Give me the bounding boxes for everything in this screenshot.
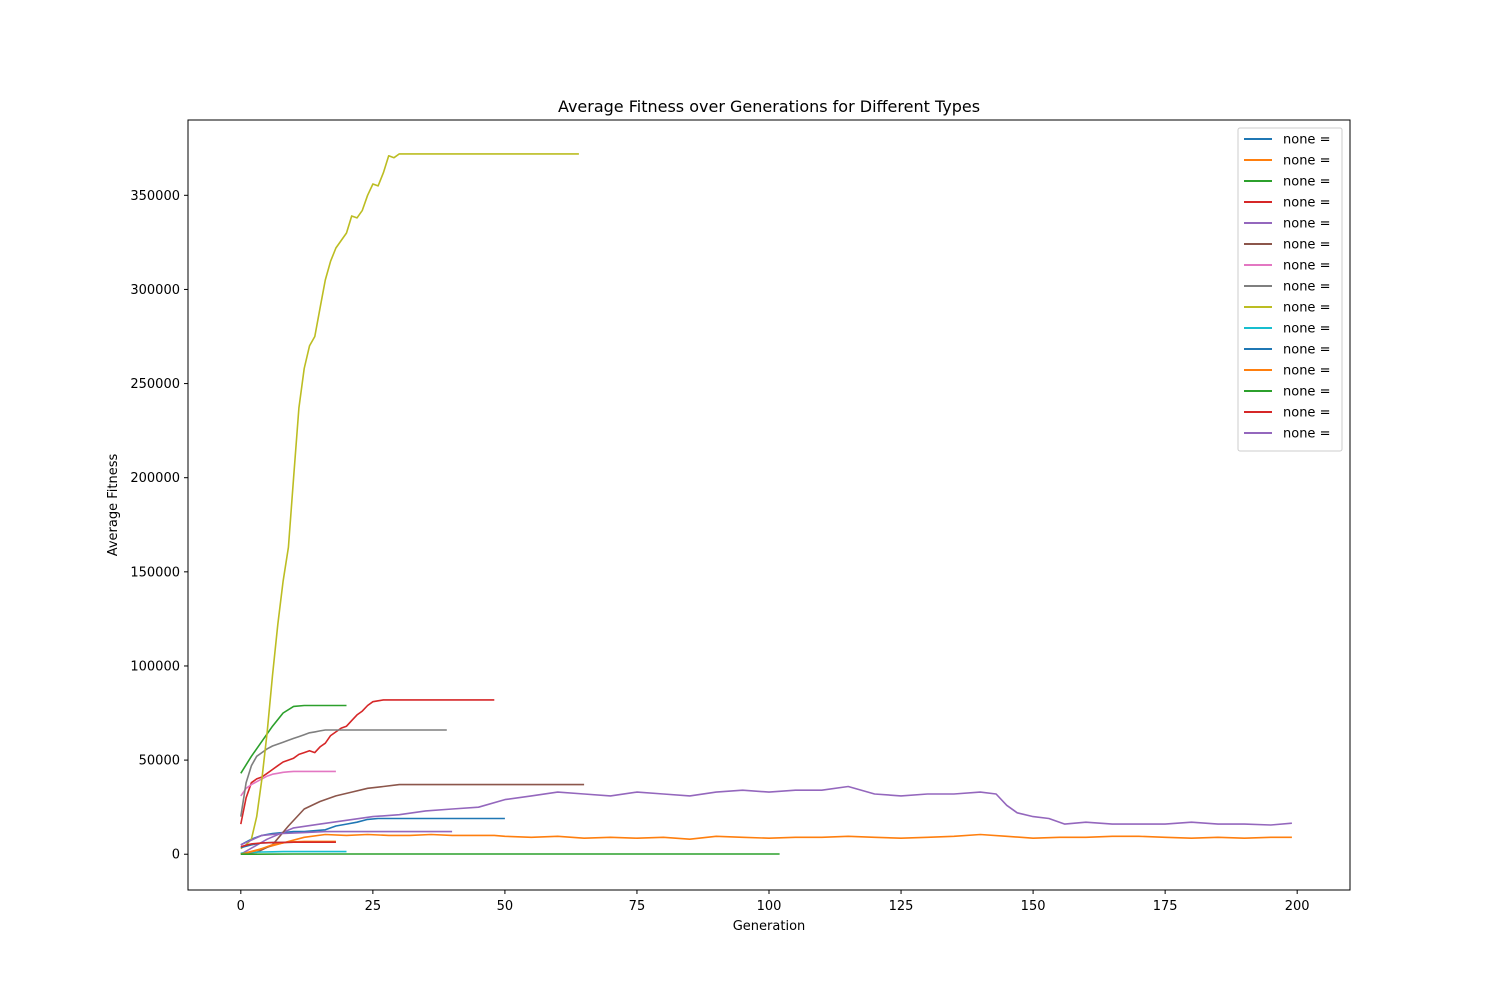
y-tick-label: 250000 (130, 377, 180, 392)
series-line-14 (240, 841, 336, 848)
legend-label-8: none = (1283, 280, 1330, 295)
y-tick-label: 150000 (130, 565, 180, 580)
y-tick-label: 350000 (130, 189, 180, 204)
legend-label-10: none = (1283, 322, 1330, 337)
y-axis-title: Average Fitness (106, 454, 121, 557)
y-axis: 0 50000 100000 150000 200000 250000 300000 3500… (130, 189, 188, 863)
series-line-1 (240, 817, 505, 846)
x-tick-label: 125 (889, 899, 914, 914)
legend-label-5: none = (1283, 217, 1330, 232)
legend: none = none = none = none = none = none = none… (1237, 127, 1343, 452)
series-line-3 (240, 704, 347, 774)
plot-lines (240, 153, 1292, 856)
y-tick-label: 50000 (139, 754, 180, 769)
series-line-15 (240, 830, 453, 846)
y-tick-label: 100000 (130, 659, 180, 674)
legend-label-3: none = (1283, 175, 1330, 190)
x-tick-label: 25 (365, 899, 382, 914)
chart-title: Average Fitness over Generations for Dif… (558, 97, 980, 116)
legend-label-12: none = (1283, 364, 1330, 379)
x-tick-label: 175 (1153, 899, 1178, 914)
legend-label-4: none = (1283, 196, 1330, 211)
legend-label-9: none = (1283, 301, 1330, 316)
x-axis: 0 25 50 75 100 125 150 175 200 (237, 890, 1310, 914)
x-axis-title: Generation (733, 919, 806, 934)
series-line-10 (240, 850, 347, 855)
legend-label-1: none = (1283, 133, 1330, 148)
series-line-7 (240, 770, 336, 797)
series-line-5 (240, 785, 1292, 855)
y-tick-label: 0 (172, 848, 180, 863)
series-line-4 (240, 699, 495, 825)
series-line-2 (240, 833, 1292, 855)
y-tick-label: 300000 (130, 283, 180, 298)
legend-label-14: none = (1283, 406, 1330, 421)
legend-label-13: none = (1283, 385, 1330, 400)
x-tick-label: 75 (629, 899, 646, 914)
legend-label-6: none = (1283, 238, 1330, 253)
x-tick-label: 50 (497, 899, 514, 914)
x-tick-label: 0 (237, 899, 245, 914)
series-line-6 (240, 783, 585, 855)
legend-label-11: none = (1283, 343, 1330, 358)
series-line-9 (240, 153, 579, 850)
legend-label-2: none = (1283, 154, 1330, 169)
legend-label-15: none = (1283, 427, 1330, 442)
legend-label-7: none = (1283, 259, 1330, 274)
series-line-8 (240, 729, 447, 817)
x-tick-label: 150 (1021, 899, 1046, 914)
x-tick-label: 200 (1285, 899, 1310, 914)
y-tick-label: 200000 (130, 471, 180, 486)
x-tick-label: 100 (757, 899, 782, 914)
